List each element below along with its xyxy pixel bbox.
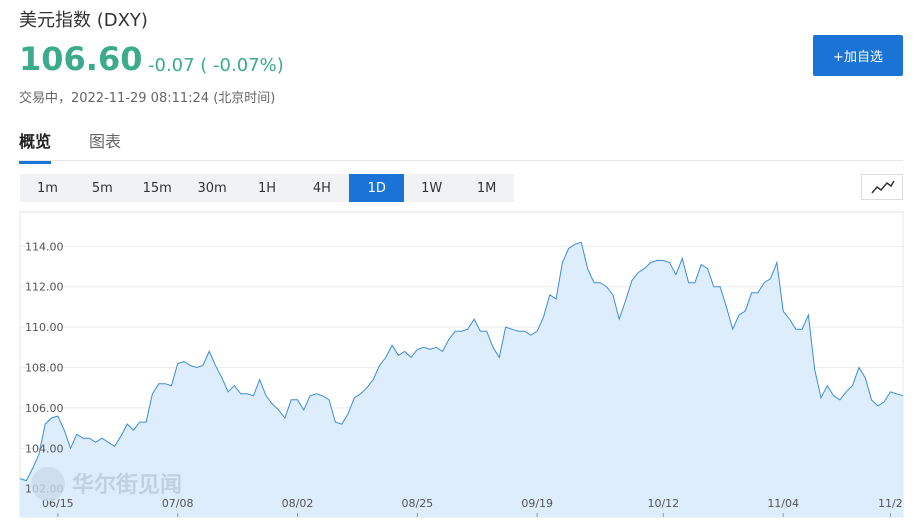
y-tick-label: 106.00 xyxy=(25,402,64,415)
period-button[interactable]: 1H xyxy=(257,180,277,196)
plot-frame xyxy=(19,211,904,518)
period-button[interactable]: 1M xyxy=(476,180,497,196)
period-button[interactable]: 4H xyxy=(312,180,331,196)
price-change: -0.07 ( -0.07%) xyxy=(148,55,284,76)
period-button[interactable]: 15m xyxy=(142,180,172,196)
period-button[interactable]: 1W xyxy=(421,180,443,196)
period-selector: 1m 5m 15m 30m 1H 4H 1D 1W 1M xyxy=(20,174,514,202)
y-tick-label: 112.00 xyxy=(25,281,64,294)
chart-type-icon xyxy=(871,180,895,194)
y-tick-label: 104.00 xyxy=(25,442,64,455)
separator xyxy=(19,160,903,161)
x-tick-label: 09/19 xyxy=(521,497,553,510)
y-tick-label: 110.00 xyxy=(25,321,64,334)
tab[interactable]: 概览 xyxy=(19,128,52,164)
line xyxy=(19,241,904,482)
y-tick-label: 114.00 xyxy=(25,240,64,253)
chart-type-button[interactable] xyxy=(861,174,903,200)
y-tick-label: 108.00 xyxy=(25,362,64,375)
area xyxy=(20,242,903,518)
period-button[interactable]: 1m xyxy=(36,180,58,196)
trading-status: 交易中，2022-11-29 08:11:24 (北京时间) xyxy=(19,91,276,106)
add-watchlist-button[interactable]: +加自选 xyxy=(813,35,903,76)
y-tick-label: 102.00 xyxy=(25,483,64,496)
period-button[interactable]: 5m xyxy=(91,180,113,196)
tab[interactable]: 图表 xyxy=(89,132,122,151)
title: 美元指数 (DXY) xyxy=(19,10,148,31)
x-tick-label: 10/12 xyxy=(647,497,679,510)
x-tick-label: 06/15 xyxy=(42,497,74,510)
watermark: 华尔街见闻 xyxy=(72,472,182,498)
x-tick-label: 08/02 xyxy=(282,497,314,510)
x-tick-label: 11/04 xyxy=(767,497,799,510)
x-tick-label: 08/25 xyxy=(401,497,433,510)
watermark-logo xyxy=(31,467,65,501)
tabs: 概览 图表 xyxy=(19,128,121,164)
period-button[interactable]: 1D xyxy=(349,174,405,202)
x-tick-label: 11/2 xyxy=(878,497,903,510)
period-button[interactable]: 30m xyxy=(197,180,227,196)
x-tick-label: 07/08 xyxy=(162,497,194,510)
price: 106.60 xyxy=(19,40,143,78)
